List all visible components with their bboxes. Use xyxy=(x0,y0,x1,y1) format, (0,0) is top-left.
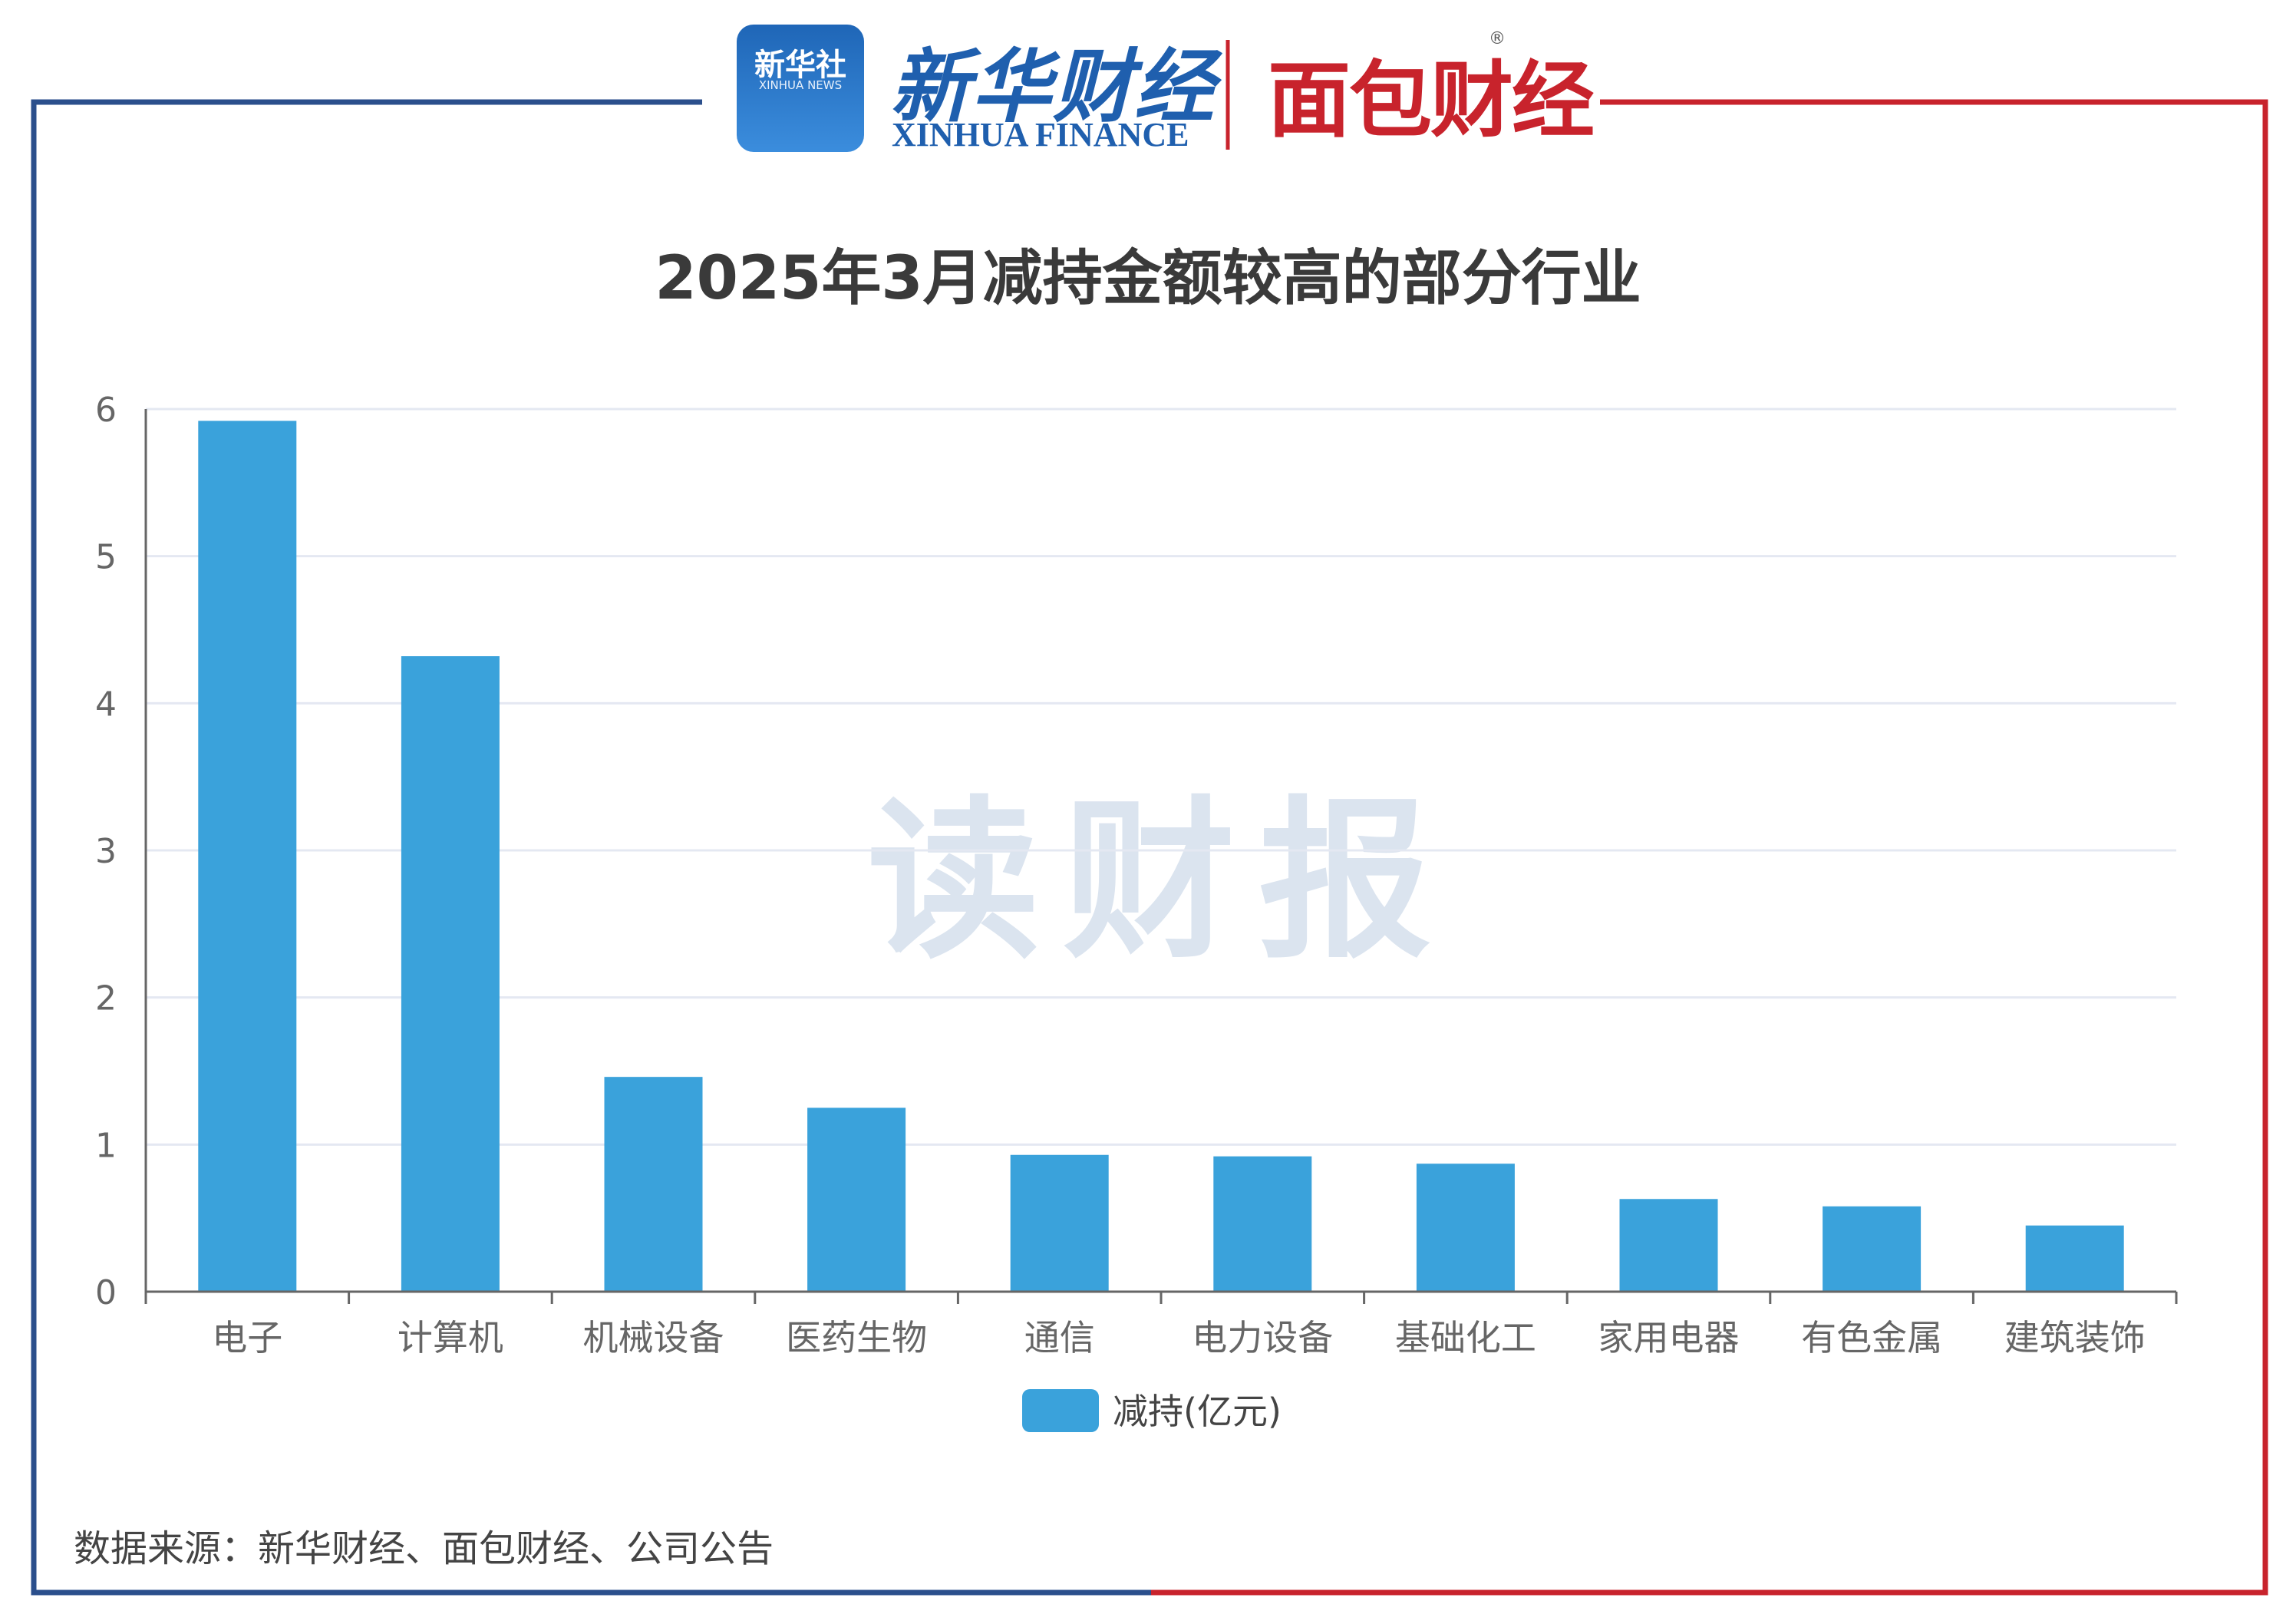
bar[interactable] xyxy=(1619,1199,1718,1292)
chart-title: 2025年3月减持金额较高的部分行业 xyxy=(655,244,1641,313)
xinhua-finance-logo-en: XINHUA FINANCE xyxy=(892,116,1189,153)
xinhua-news-badge xyxy=(737,25,864,152)
x-tick-label: 通信 xyxy=(1024,1317,1095,1358)
watermark: 读财报 xyxy=(867,781,1454,982)
y-tick-label: 6 xyxy=(95,391,117,430)
x-tick-label: 家用电器 xyxy=(1598,1317,1740,1358)
x-tick-label: 建筑装饰 xyxy=(2004,1317,2146,1358)
x-tick-label: 电力设备 xyxy=(1192,1317,1333,1358)
x-tick-label: 电子 xyxy=(212,1317,282,1358)
xinhua-badge-subtext: XINHUA NEWS xyxy=(758,78,843,92)
axes xyxy=(144,409,2178,1304)
x-tick-label: 医药生物 xyxy=(786,1317,927,1358)
xinhua-badge-text: 新华社 xyxy=(754,48,846,83)
bar[interactable] xyxy=(1010,1154,1109,1292)
bar[interactable] xyxy=(198,421,297,1292)
xinhua-finance-logo: 新华财经 xyxy=(890,39,1216,134)
x-tick-label: 机械设备 xyxy=(583,1317,724,1358)
bar[interactable] xyxy=(604,1077,703,1292)
bar[interactable] xyxy=(401,656,500,1292)
data-source-note: 数据来源：新华财经、面包财经、公司公告 xyxy=(74,1527,774,1570)
registered-mark: ® xyxy=(1489,29,1506,48)
frame-right-line xyxy=(1151,99,2268,1596)
y-tick-label: 0 xyxy=(95,1273,117,1312)
y-tick-label: 1 xyxy=(95,1126,117,1165)
bar[interactable] xyxy=(1823,1206,1922,1292)
bars xyxy=(198,421,2124,1292)
legend: 减持(亿元) xyxy=(1022,1389,1282,1432)
axis-labels: 0 1 2 3 4 5 6 电子 计算机 机械设备 医药生物 通信 电力设备 基础化工 家用电器 有色金属 建筑… xyxy=(95,391,2146,1358)
y-tick-label: 3 xyxy=(95,832,117,871)
x-tick-label: 计算机 xyxy=(398,1317,503,1358)
bar[interactable] xyxy=(1213,1156,1312,1292)
y-tick-label: 2 xyxy=(95,979,117,1018)
legend-label[interactable]: 减持(亿元) xyxy=(1113,1391,1282,1432)
frame-left-line xyxy=(31,99,1151,1596)
bar[interactable] xyxy=(807,1107,906,1292)
bar[interactable] xyxy=(2025,1225,2124,1292)
x-tick-label: 有色金属 xyxy=(1801,1317,1942,1358)
y-tick-label: 5 xyxy=(95,538,117,577)
bar[interactable] xyxy=(1416,1164,1515,1292)
x-tick-label: 基础化工 xyxy=(1395,1317,1536,1358)
legend-swatch[interactable] xyxy=(1022,1389,1099,1432)
y-tick-label: 4 xyxy=(95,685,117,724)
mianbao-finance-logo: 面包财经 xyxy=(1268,53,1595,149)
